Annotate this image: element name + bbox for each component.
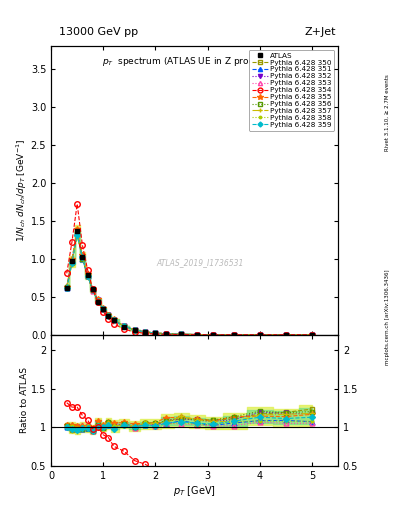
Legend: ATLAS, Pythia 6.428 350, Pythia 6.428 351, Pythia 6.428 352, Pythia 6.428 353, P: ATLAS, Pythia 6.428 350, Pythia 6.428 35… — [249, 50, 334, 131]
Text: 13000 GeV pp: 13000 GeV pp — [59, 27, 138, 37]
Y-axis label: $1/N_{ch}\;dN_{ch}/dp_T\;[\mathrm{GeV}^{-1}]$: $1/N_{ch}\;dN_{ch}/dp_T\;[\mathrm{GeV}^{… — [15, 139, 29, 242]
Y-axis label: Ratio to ATLAS: Ratio to ATLAS — [20, 367, 29, 433]
Text: mcplots.cern.ch [arXiv:1306.3436]: mcplots.cern.ch [arXiv:1306.3436] — [385, 270, 389, 365]
Text: ATLAS_2019_I1736531: ATLAS_2019_I1736531 — [156, 258, 244, 267]
Text: $p_T$  spectrum (ATLAS UE in Z production): $p_T$ spectrum (ATLAS UE in Z production… — [102, 55, 287, 68]
Text: Z+Jet: Z+Jet — [305, 27, 336, 37]
Text: Rivet 3.1.10, ≥ 2.7M events: Rivet 3.1.10, ≥ 2.7M events — [385, 74, 389, 151]
X-axis label: $p_T$ [GeV]: $p_T$ [GeV] — [173, 483, 216, 498]
